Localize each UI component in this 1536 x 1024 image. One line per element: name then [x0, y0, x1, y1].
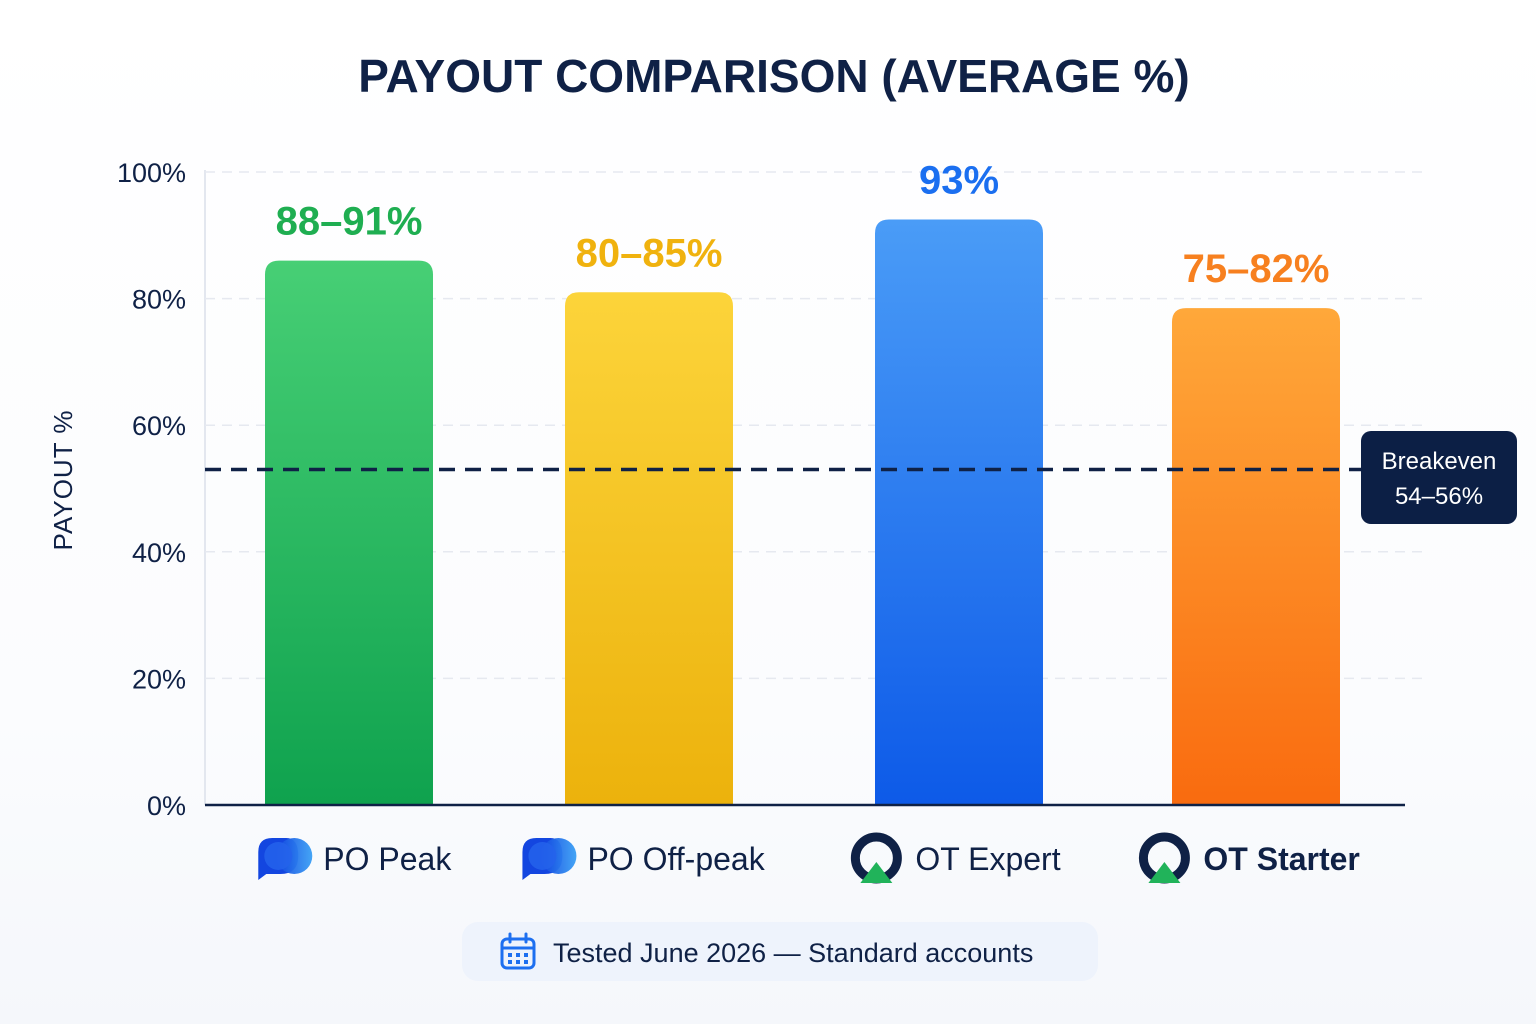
bar-value-label: 93%: [919, 158, 999, 202]
x-category-ot-expert: OT Expert: [850, 832, 1061, 884]
footer-text: Tested June 2026 — Standard accounts: [553, 938, 1033, 968]
y-tick-label: 40%: [132, 538, 186, 568]
x-category-po-peak: PO Peak: [258, 838, 452, 880]
y-tick-label: 0%: [147, 791, 186, 821]
x-category-label: OT Starter: [1203, 841, 1359, 877]
ot-logo-icon: [850, 832, 902, 884]
breakeven-badge: Breakeven 54–56%: [1361, 431, 1517, 524]
x-category-ot-starter: OT Starter: [1138, 832, 1360, 884]
y-tick-label: 20%: [132, 664, 186, 694]
y-tick-label: 80%: [132, 285, 186, 315]
footer-note: Tested June 2026 — Standard accounts: [462, 922, 1098, 981]
ot-logo-icon: [1138, 832, 1190, 884]
chart-title: PAYOUT COMPARISON (AVERAGE %): [358, 50, 1189, 102]
x-category-label: PO Peak: [323, 841, 452, 877]
y-tick-label: 100%: [117, 158, 186, 188]
bar-po-off-peak: [565, 292, 733, 805]
bar-ot-expert: [875, 219, 1043, 806]
bar-po-peak: [265, 260, 433, 805]
bar-value-label: 80–85%: [576, 231, 723, 275]
x-category-label: OT Expert: [915, 841, 1060, 877]
y-tick-label: 60%: [132, 411, 186, 441]
y-axis-label: PAYOUT %: [48, 410, 78, 551]
breakeven-title: Breakeven: [1382, 448, 1497, 475]
x-category-po-off-peak: PO Off-peak: [522, 838, 766, 880]
x-category-label: PO Off-peak: [587, 841, 765, 877]
calendar-icon: [500, 932, 536, 970]
bar-ot-starter: [1172, 308, 1340, 805]
po-logo-icon: [258, 838, 313, 880]
bar-value-label: 88–91%: [276, 200, 423, 244]
breakeven-value: 54–56%: [1395, 483, 1483, 510]
po-logo-icon: [522, 838, 577, 880]
bar-value-label: 75–82%: [1183, 247, 1330, 291]
